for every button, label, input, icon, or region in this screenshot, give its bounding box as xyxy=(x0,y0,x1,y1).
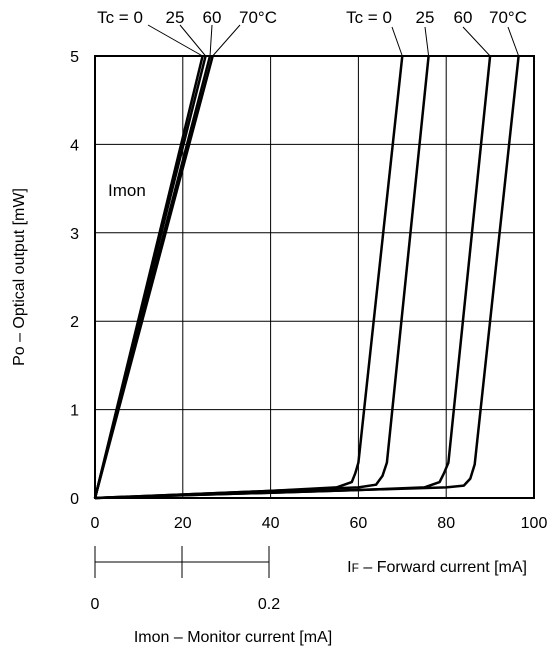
x-tick-label: 80 xyxy=(437,515,455,532)
temp-leader-line xyxy=(212,24,241,57)
y-tick-label: 2 xyxy=(70,314,79,331)
x-axis-label-subscript: F xyxy=(352,561,359,575)
secondary-x-axis-label: Imon – Monitor current [mA] xyxy=(134,629,332,646)
x-axis-label-prefix: I xyxy=(347,559,351,576)
temp-leader-line xyxy=(507,26,520,57)
series-group xyxy=(93,55,520,500)
y-tick-label: 0 xyxy=(70,491,79,508)
x-tick-label: 60 xyxy=(350,515,368,532)
temp-label-imon: 25 xyxy=(166,8,185,27)
temp-leader-line xyxy=(424,26,430,57)
y-tick-label: 4 xyxy=(70,137,79,154)
temp-leader-line xyxy=(179,24,207,57)
plot-frame xyxy=(94,55,535,499)
temp-label-if: 60 xyxy=(454,8,473,27)
temp-label-if: Tc = 0 xyxy=(346,8,392,27)
y-tick-labels: 0 1 2 3 4 5 xyxy=(70,49,79,508)
x-axis-label: IF – Forward current [mA] xyxy=(347,559,527,576)
y-tick-label: 5 xyxy=(70,49,79,66)
temp-leader-line xyxy=(391,26,403,57)
series-line xyxy=(94,55,520,500)
secondary-tick-label: 0.2 xyxy=(258,596,280,613)
temp-leader-line xyxy=(209,24,213,57)
x-tick-label: 40 xyxy=(262,515,280,532)
x-tick-label: 0 xyxy=(91,515,100,532)
y-tick-label: 3 xyxy=(70,226,79,243)
x-tick-label: 20 xyxy=(174,515,192,532)
x-tick-label: 100 xyxy=(521,515,547,532)
y-axis-label: Po – Optical output [mW] xyxy=(11,188,28,366)
temp-label-if: 70°C xyxy=(489,8,527,27)
x-axis-label-rest: – Forward current [mA] xyxy=(359,559,527,576)
y-tick-label: 1 xyxy=(70,403,79,420)
imon-label: Imon xyxy=(108,181,146,200)
temp-label-if: 25 xyxy=(416,8,435,27)
temp-label-imon: Tc = 0 xyxy=(97,8,143,27)
temperature-labels: Tc = 0 25 60 70°C Tc = 0 25 60 70°C xyxy=(97,8,527,57)
series-line xyxy=(94,55,404,500)
temp-label-imon: 70°C xyxy=(239,8,277,27)
temp-leader-line xyxy=(147,24,203,57)
series-line xyxy=(93,55,214,499)
temp-label-imon: 60 xyxy=(203,8,222,27)
secondary-tick-label: 0 xyxy=(91,596,100,613)
x-tick-labels: 0 20 40 60 80 100 xyxy=(91,515,547,532)
temp-leader-line xyxy=(462,26,491,57)
